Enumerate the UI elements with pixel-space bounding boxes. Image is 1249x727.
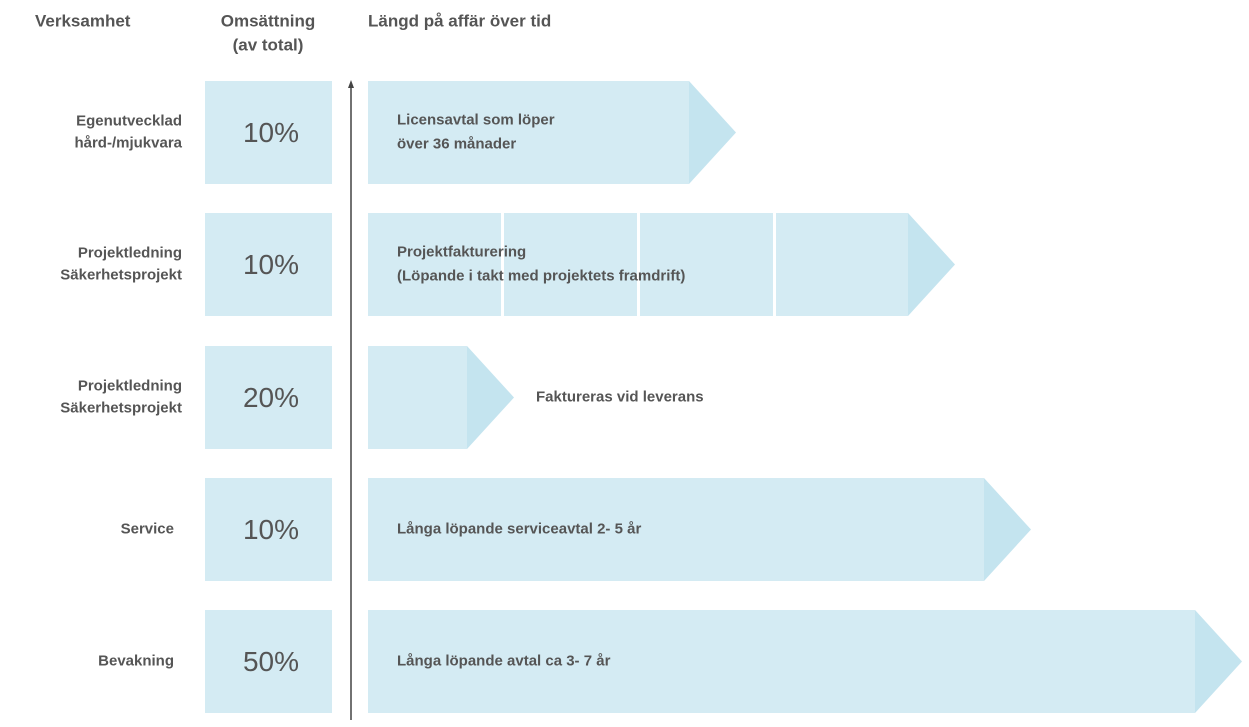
duration-arrowhead [908,213,955,316]
duration-text: Projektfakturering [397,243,526,260]
duration-arrowhead [984,478,1031,581]
duration-text: Långa löpande avtal ca 3- 7 år [397,652,611,669]
header-duration: Längd på affär över tid [368,11,551,30]
row-label: Projektledning [78,377,182,394]
row-label: Service [121,520,174,537]
header-revenue: Omsättning [221,11,315,30]
duration-bar [368,346,467,449]
duration-arrowhead [1195,610,1242,713]
share-box [205,610,332,713]
share-box [205,478,332,581]
row-label: hård-/mjukvara [74,134,182,151]
bar-separator [773,213,776,316]
share-value: 10% [243,249,299,280]
row-label: Projektledning [78,244,182,261]
bar-separator [637,213,640,316]
duration-arrowhead [467,346,514,449]
duration-text: Faktureras vid leverans [536,388,704,405]
row-label: Bevakning [98,652,174,669]
duration-bar [368,81,689,184]
row-label: Egenutvecklad [76,112,182,129]
duration-text: Licensavtal som löper [397,111,555,128]
share-box [205,81,332,184]
share-box [205,213,332,316]
share-box [205,346,332,449]
header-business: Verksamhet [35,11,131,30]
row-label: Säkerhetsprojekt [60,266,182,283]
share-value: 10% [243,117,299,148]
header-revenue: (av total) [233,35,304,54]
row-label: Säkerhetsprojekt [60,399,182,416]
duration-bar [368,478,984,581]
time-axis-arrow [348,80,354,88]
duration-text: Långa löpande serviceavtal 2- 5 år [397,520,641,537]
bar-separator [501,213,504,316]
share-value: 10% [243,514,299,545]
duration-text: (Löpande i takt med projektets framdrift… [397,267,685,284]
duration-bar [368,610,1195,713]
duration-text: över 36 månader [397,135,516,152]
duration-arrowhead [689,81,736,184]
share-value: 20% [243,382,299,413]
share-value: 50% [243,646,299,677]
